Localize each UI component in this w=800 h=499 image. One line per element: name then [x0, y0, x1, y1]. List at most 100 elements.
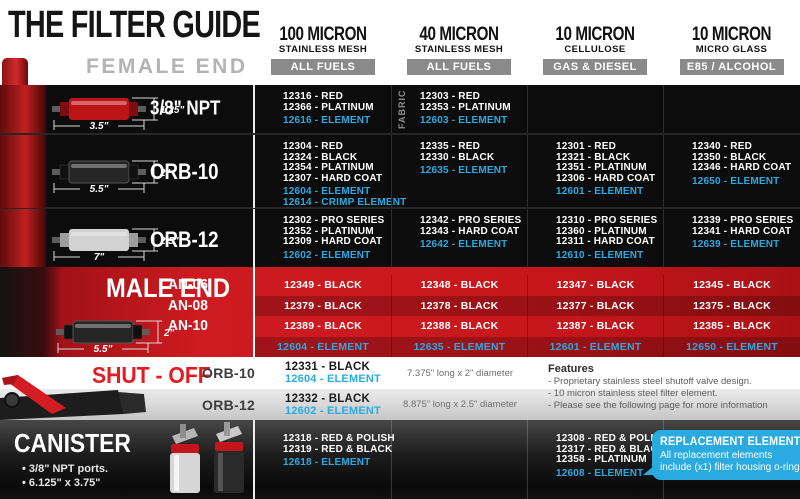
element-number: 12602 - ELEMENT	[285, 405, 381, 417]
parts-cell: 12650 - ELEMENT	[663, 336, 800, 357]
part-number: 12353 - PLATINUM	[420, 101, 511, 113]
part-number: 12301 - RED	[556, 141, 617, 152]
part-number: 12307 - HARD COAT	[283, 172, 383, 184]
parts-cell-empty	[527, 85, 663, 133]
shut-off-label: SHUT - OFF	[92, 362, 211, 388]
element-number: 12614 - CRIMP ELEMENT	[283, 196, 407, 208]
part-number: 12335 - RED	[420, 141, 481, 152]
column-header-100-micron: 100 MICRON STAINLESS MESH ALL FUELS	[255, 0, 391, 85]
male-part-row: 12389 - BLACK 12388 - BLACK 12387 - BLACK 1…	[255, 316, 800, 337]
part-number: 12331 - BLACK	[285, 361, 371, 373]
filter-diagram: 2.5" 7"	[52, 228, 179, 263]
table-row-orb12: 2.5" 7" ORB-12 12302 - PRO SERIES 12352 -…	[0, 209, 800, 271]
row-name: ORB-10	[202, 365, 256, 381]
part-number: 12385 - BLACK	[693, 320, 771, 332]
parts-cell-empty	[663, 85, 800, 133]
male-part-row: 12379 - BLACK 12378 - BLACK 12377 - BLACK 1…	[255, 295, 800, 316]
element-number: 12618 - ELEMENT	[283, 457, 371, 468]
part-number: 12360 - PLATINUM	[556, 225, 647, 237]
element-number: 12604 - ELEMENT	[283, 186, 371, 197]
male-part-row: 12349 - BLACK 12348 - BLACK 12347 - BLACK 1…	[255, 275, 800, 296]
feature-item: - Please see the following page for more…	[548, 400, 768, 411]
svg-text:3.5": 3.5"	[90, 121, 109, 132]
canister-label: CANISTER	[14, 428, 131, 458]
row-name: ORB-10	[150, 158, 219, 184]
parts-cell: 12387 - BLACK	[527, 316, 663, 337]
shut-off-section: SHUT - OFF ORB-10 12331 - BLACK 12604 - …	[0, 357, 800, 420]
row-label-cell: CANISTER 3/8" NPT ports. 6.125" x 3.75"	[0, 420, 255, 499]
part-number: 12340 - RED	[692, 141, 753, 152]
parts-cell: 12331 - BLACK 12604 - ELEMENT	[255, 357, 392, 389]
spec-item: 3/8" NPT ports.	[22, 462, 108, 476]
part-number: 12345 - BLACK	[693, 279, 771, 291]
element-number: 12635 - ELEMENT	[413, 340, 506, 353]
parts-cell: 12389 - BLACK	[255, 316, 391, 337]
row-name: ORB-12	[150, 227, 219, 252]
features-title: Features	[548, 363, 594, 375]
filter-diagram: 1.25" 3.5"	[52, 97, 184, 132]
svg-text:1.25": 1.25"	[160, 105, 184, 116]
part-number: 12377 - BLACK	[556, 299, 635, 312]
column-header-10-micron-micro-glass: 10 MICRON MICRO GLASS E85 / ALCOHOL	[663, 0, 800, 85]
feature-item: - Proprietary stainless steel shutoff va…	[548, 376, 752, 387]
black-fitting-photo	[0, 267, 62, 357]
parts-cell: 12601 - ELEMENT	[527, 336, 663, 357]
part-number: 12316 - RED	[283, 91, 344, 102]
part-number: 12330 - BLACK	[420, 151, 495, 163]
red-filter-photo	[0, 209, 46, 271]
filter-diagram: 2" 5.5"	[56, 320, 175, 355]
fuel-badge: GAS & DIESEL	[543, 59, 647, 75]
parts-cell: 12318 - RED & POLISH 12319 - RED & BLACK 1…	[255, 420, 395, 499]
parts-cell: 12349 - BLACK	[255, 275, 391, 296]
male-end-label: MALE END	[106, 273, 231, 303]
part-number: 12342 - PRO SERIES	[420, 215, 522, 226]
svg-text:2": 2"	[163, 328, 175, 339]
media-type: STAINLESS MESH	[414, 44, 504, 55]
part-number: 12332 - BLACK	[285, 393, 371, 405]
row-name: ORB-12	[202, 396, 256, 413]
table-row-shutoff-orb10: ORB-10 12331 - BLACK 12604 - ELEMENT 7.3…	[0, 357, 800, 389]
size-note: 7.375" long x 2" diameter	[406, 367, 514, 379]
part-number: 12348 - BLACK	[420, 279, 499, 291]
table-row-orb10: 2" 5.5" ORB-10 12304 - RED 12324 - BLACK 1…	[0, 135, 800, 209]
element-number: 12608 - ELEMENT	[556, 467, 644, 479]
part-number: 12303 - RED	[420, 91, 481, 102]
column-header-40-micron: 40 MICRON STAINLESS MESH ALL FUELS	[391, 0, 527, 85]
fuel-badge: E85 / ALCOHOL	[679, 59, 784, 75]
parts-cell: 12375 - BLACK	[663, 295, 800, 316]
svg-text:5.5": 5.5"	[94, 344, 113, 355]
parts-cell: 12347 - BLACK	[527, 275, 663, 296]
element-number: 12604 - ELEMENT	[285, 373, 381, 385]
part-number: 12341 - HARD COAT	[692, 225, 792, 237]
column-headers: 100 MICRON STAINLESS MESH ALL FUELS 40 M…	[255, 0, 800, 85]
element-number: 12616 - ELEMENT	[283, 115, 371, 126]
row-name: AN-06	[168, 276, 208, 293]
row-name: AN-08	[168, 296, 208, 314]
fuel-badge: ALL FUELS	[271, 59, 375, 75]
part-number: 12319 - RED & BLACK	[283, 443, 393, 455]
part-number: 12311 - HARD COAT	[556, 236, 655, 247]
row-name: 3/8" NPT	[150, 97, 221, 120]
header: THE FILTER GUIDE FEMALE END 100 MICRON S…	[0, 0, 800, 85]
element-number: 12650 - ELEMENT	[686, 340, 778, 353]
part-number: 12324 - BLACK	[283, 151, 358, 163]
part-number: 12366 - PLATINUM	[283, 101, 374, 113]
female-end-table: 1.25" 3.5" 3/8" NPT 12316 - RED 12366 - P…	[0, 85, 800, 271]
parts-cell: 12335 - RED 12330 - BLACK 12635 - ELEMENT	[391, 135, 527, 208]
part-number: 12375 - BLACK	[693, 299, 771, 312]
media-type: CELLULOSE	[564, 44, 626, 55]
filter-diagram: 2" 5.5"	[52, 160, 171, 195]
element-number: 12604 - ELEMENT	[277, 340, 369, 353]
parts-cell: 12348 - BLACK	[391, 275, 527, 296]
part-number: 12378 - BLACK	[420, 299, 499, 312]
canister-specs: 3/8" NPT ports. 6.125" x 3.75"	[22, 462, 108, 490]
part-number: 12349 - BLACK	[284, 279, 362, 291]
part-number: 12339 - PRO SERIES	[692, 215, 794, 226]
parts-cell: 12304 - RED 12324 - BLACK 12354 - PLATINUM…	[255, 135, 407, 208]
parts-cell: 12604 - ELEMENT	[255, 337, 391, 358]
shutoff-valve-photo	[0, 375, 146, 420]
parts-cell: 12377 - BLACK	[527, 295, 663, 316]
part-number: 12351 - PLATINUM	[556, 162, 647, 173]
svg-text:7": 7"	[94, 252, 105, 263]
